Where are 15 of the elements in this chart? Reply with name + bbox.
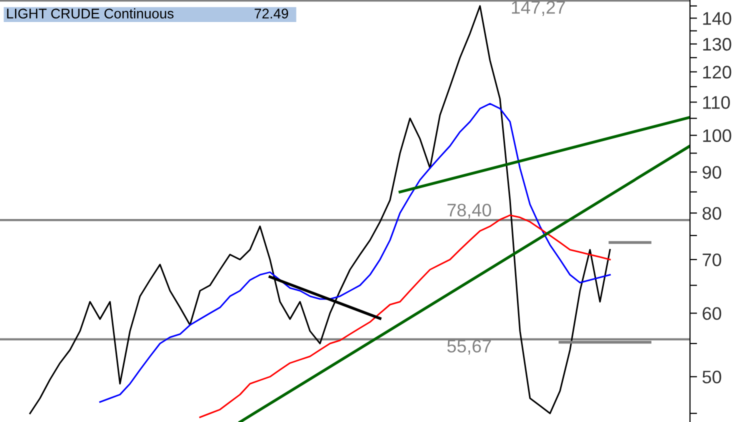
chart-title: LIGHT CRUDE Continuous xyxy=(7,8,174,18)
line-series xyxy=(99,102,611,403)
y-tick-label: 120 xyxy=(703,66,732,79)
y-tick-label: 60 xyxy=(702,307,722,320)
y-tick-label: 50 xyxy=(702,370,722,384)
y-tick-label: 110 xyxy=(703,96,730,109)
annotation: 72.49 xyxy=(254,8,288,18)
y-tick-label: 80 xyxy=(702,206,722,220)
y-tick-label: 130 xyxy=(703,38,732,51)
y-tick-label: 100 xyxy=(703,129,732,142)
y-tick-label: 70 xyxy=(702,253,722,266)
ref-line-label: 78,40 xyxy=(448,204,492,219)
ref-line-label: 55,67 xyxy=(447,340,491,355)
y-tick-label: 90 xyxy=(702,166,722,179)
y-tick-label: 140 xyxy=(703,12,732,25)
